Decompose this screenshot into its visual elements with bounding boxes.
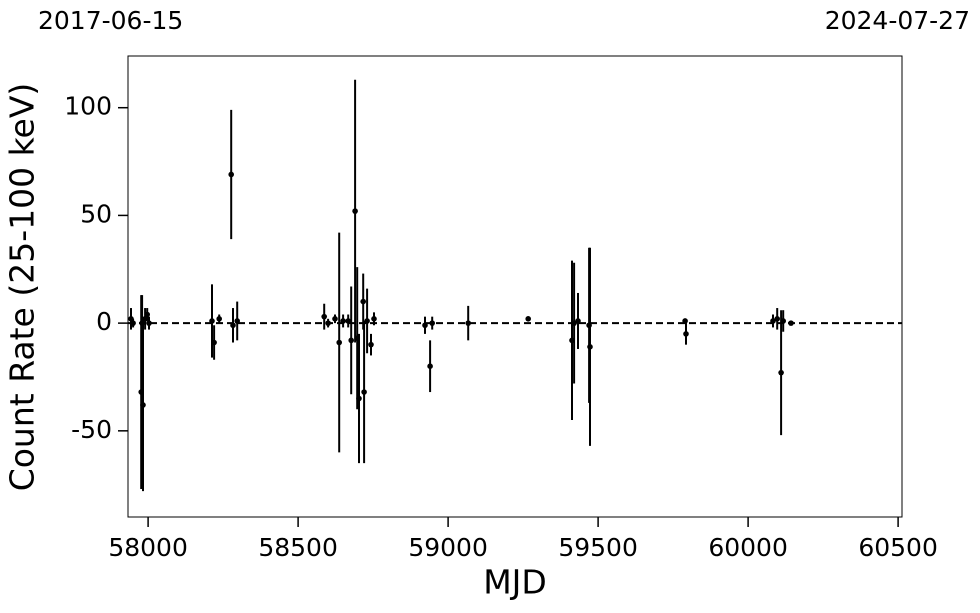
data-point xyxy=(371,316,377,322)
data-point xyxy=(228,171,234,178)
x-tick-label: 60500 xyxy=(858,533,938,562)
data-point xyxy=(682,318,688,324)
data-point xyxy=(211,339,217,346)
data-point xyxy=(348,337,355,344)
x-tick-label: 59000 xyxy=(408,533,488,562)
data-point xyxy=(234,318,240,324)
data-point xyxy=(361,389,367,395)
data-point xyxy=(364,318,370,324)
top-left-label: 2017-06-15 xyxy=(38,6,183,35)
data-point xyxy=(356,395,362,402)
x-tick-label: 58000 xyxy=(108,533,188,562)
y-tick-label: -50 xyxy=(71,415,112,444)
x-tick-label: 58500 xyxy=(258,533,338,562)
data-point xyxy=(146,320,152,326)
x-tick-label: 59500 xyxy=(558,533,638,562)
data-point xyxy=(345,318,352,324)
data-point xyxy=(352,208,358,214)
y-tick-label: 0 xyxy=(96,307,112,336)
data-point xyxy=(336,339,343,346)
data-point xyxy=(216,316,222,322)
plot-frame xyxy=(127,55,903,518)
data-point xyxy=(465,320,472,326)
top-right-label: 2024-07-27 xyxy=(825,6,970,35)
data-point xyxy=(422,322,428,329)
data-point xyxy=(525,316,531,322)
data-point xyxy=(788,320,794,326)
data-point xyxy=(130,320,136,326)
data-point xyxy=(325,320,331,326)
data-point xyxy=(360,298,367,305)
data-point xyxy=(429,320,436,326)
data-point xyxy=(587,344,593,350)
y-axis-label: Count Rate (25-100 keV) xyxy=(3,83,42,492)
data-point xyxy=(368,341,374,348)
data-point xyxy=(780,318,786,324)
data-point xyxy=(230,322,236,329)
data-point xyxy=(340,318,346,324)
data-point xyxy=(140,402,146,408)
data-point xyxy=(774,316,780,322)
data-point xyxy=(427,363,433,370)
y-tick-label: 50 xyxy=(80,199,112,228)
data-point xyxy=(778,369,784,376)
data-point xyxy=(144,311,150,318)
data-point xyxy=(332,316,338,322)
y-tick-label: 100 xyxy=(64,92,112,121)
data-point xyxy=(575,318,581,324)
data-point xyxy=(209,318,215,324)
data-point xyxy=(321,313,328,320)
x-tick-label: 60000 xyxy=(708,533,788,562)
data-point xyxy=(683,331,689,337)
x-axis-label: MJD xyxy=(483,563,547,602)
data-point xyxy=(770,318,776,324)
